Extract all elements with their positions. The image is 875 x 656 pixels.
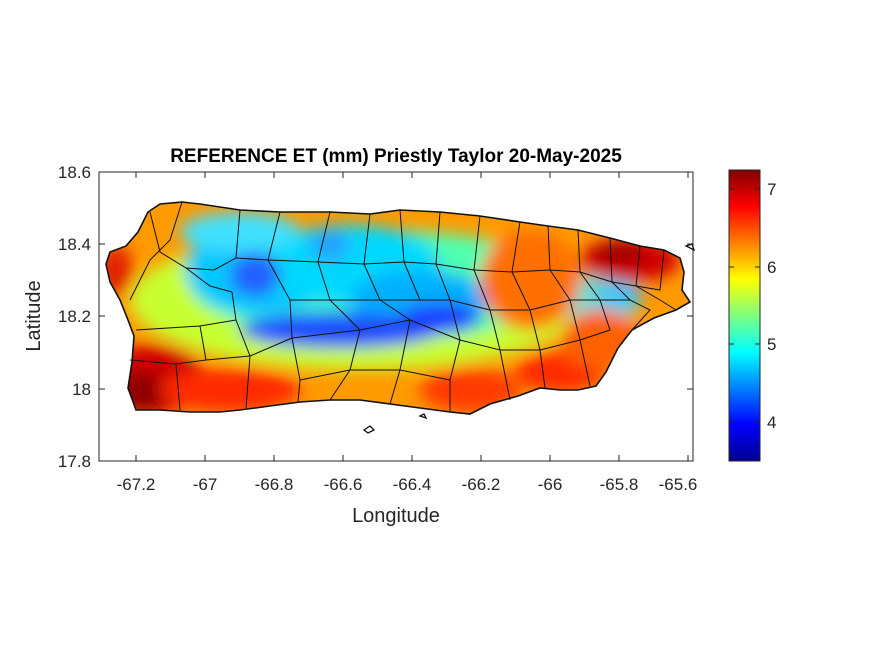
et-heatmap: [106, 202, 690, 414]
colorbar-tick-label: 7: [767, 180, 776, 199]
y-tick-label: 18.6: [58, 163, 91, 182]
colorbar-tick-label: 4: [767, 413, 776, 432]
y-tick-label: 18: [72, 380, 91, 399]
y-axis-label: Latitude: [23, 280, 45, 351]
colorbar-tick-labels: 7 6 5 4: [767, 180, 776, 432]
x-tick-label: -66: [538, 475, 563, 494]
x-tick-label: -65.8: [600, 475, 639, 494]
x-tick-label: -65.6: [659, 475, 698, 494]
colorbar-tick-label: 5: [767, 335, 776, 354]
x-ticks: [135, 172, 689, 461]
x-tick-label: -66.6: [324, 475, 363, 494]
y-tick-labels: 18.6 18.4 18.2 18 17.8: [58, 163, 91, 471]
x-tick-label: -66.2: [462, 475, 501, 494]
y-tick-label: 17.8: [58, 452, 91, 471]
small-islands: [362, 243, 696, 434]
colorbar-ticks: [729, 188, 760, 423]
x-tick-labels: -67.2 -67 -66.8 -66.6 -66.4 -66.2 -66 -6…: [117, 475, 698, 494]
chart-title: REFERENCE ET (mm) Priestly Taylor 20-May…: [170, 146, 622, 167]
x-axis-label: Longitude: [352, 505, 440, 527]
colorbar: [728, 169, 761, 462]
colorbar-tick-label: 6: [767, 258, 776, 277]
x-tick-label: -67: [193, 475, 218, 494]
y-ticks: [99, 171, 693, 462]
y-tick-label: 18.4: [58, 235, 91, 254]
y-tick-label: 18.2: [58, 307, 91, 326]
x-tick-label: -66.8: [255, 475, 294, 494]
x-tick-label: -66.4: [393, 475, 432, 494]
municipality-boundaries: [129, 201, 677, 412]
x-tick-label: -67.2: [117, 475, 156, 494]
